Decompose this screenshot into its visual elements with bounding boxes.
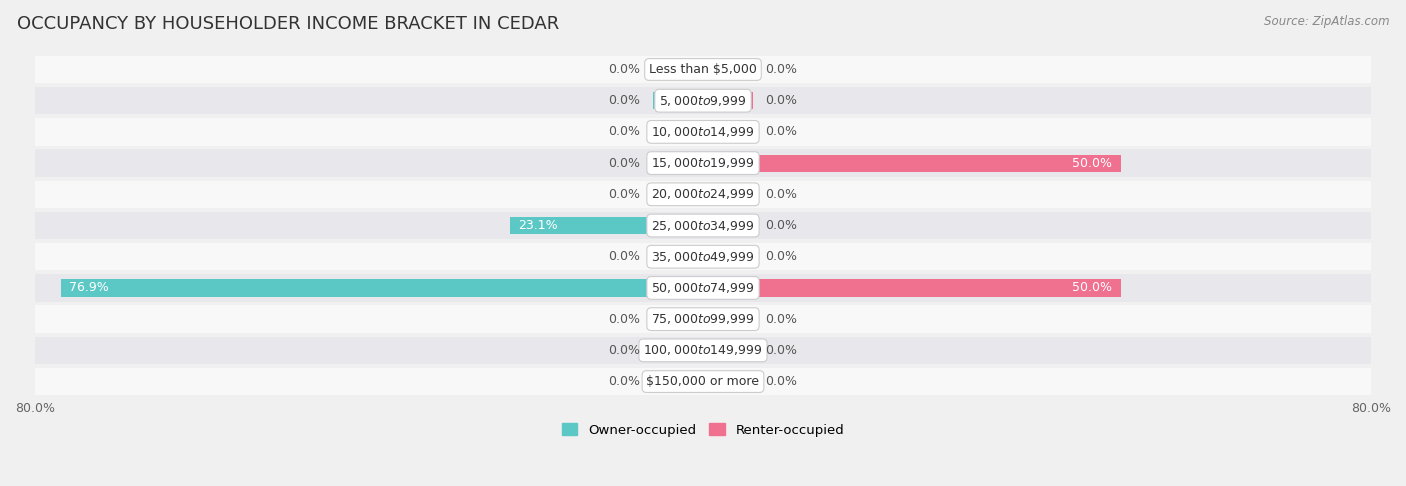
Bar [35,337,1371,364]
Bar [703,342,754,359]
Bar [35,305,1371,333]
Text: 0.0%: 0.0% [766,250,797,263]
Text: 0.0%: 0.0% [609,312,640,326]
Bar [703,186,754,203]
Text: 76.9%: 76.9% [69,281,110,295]
Text: 50.0%: 50.0% [1073,281,1112,295]
Text: 0.0%: 0.0% [609,63,640,76]
Text: 50.0%: 50.0% [1073,156,1112,170]
Text: $50,000 to $74,999: $50,000 to $74,999 [651,281,755,295]
Text: $5,000 to $9,999: $5,000 to $9,999 [659,94,747,108]
Text: $150,000 or more: $150,000 or more [647,375,759,388]
Bar [703,155,1121,172]
Bar [652,248,703,265]
Text: 0.0%: 0.0% [766,125,797,139]
Bar [703,311,754,328]
Bar [652,155,703,172]
Bar [703,373,754,390]
Bar [703,248,754,265]
Text: 0.0%: 0.0% [766,219,797,232]
Bar [35,243,1371,271]
Bar [703,217,754,234]
Bar [652,373,703,390]
Text: 0.0%: 0.0% [766,94,797,107]
Bar [703,92,754,109]
Bar [35,368,1371,395]
Text: 0.0%: 0.0% [609,94,640,107]
Bar [652,123,703,140]
Bar [703,123,754,140]
Bar [510,217,703,234]
Bar [60,279,703,296]
Bar [35,87,1371,114]
Text: Source: ZipAtlas.com: Source: ZipAtlas.com [1264,15,1389,28]
Text: 0.0%: 0.0% [609,125,640,139]
Text: 0.0%: 0.0% [766,312,797,326]
Text: 0.0%: 0.0% [609,375,640,388]
Bar [35,118,1371,146]
Legend: Owner-occupied, Renter-occupied: Owner-occupied, Renter-occupied [557,418,849,442]
Text: 0.0%: 0.0% [766,375,797,388]
Bar [703,279,1121,296]
Text: 0.0%: 0.0% [766,344,797,357]
Text: 0.0%: 0.0% [609,156,640,170]
Bar [652,92,703,109]
Text: $10,000 to $14,999: $10,000 to $14,999 [651,125,755,139]
Text: $75,000 to $99,999: $75,000 to $99,999 [651,312,755,326]
Bar [35,149,1371,177]
Text: 23.1%: 23.1% [519,219,558,232]
Bar [652,342,703,359]
Text: $25,000 to $34,999: $25,000 to $34,999 [651,219,755,232]
Text: Less than $5,000: Less than $5,000 [650,63,756,76]
Bar [35,181,1371,208]
Text: $35,000 to $49,999: $35,000 to $49,999 [651,250,755,264]
Bar [652,311,703,328]
Text: $15,000 to $19,999: $15,000 to $19,999 [651,156,755,170]
Text: 0.0%: 0.0% [609,250,640,263]
Bar [35,56,1371,83]
Bar [652,186,703,203]
Bar [35,274,1371,302]
Text: 0.0%: 0.0% [609,188,640,201]
Bar [35,212,1371,239]
Text: $100,000 to $149,999: $100,000 to $149,999 [644,343,762,357]
Text: 0.0%: 0.0% [766,63,797,76]
Text: OCCUPANCY BY HOUSEHOLDER INCOME BRACKET IN CEDAR: OCCUPANCY BY HOUSEHOLDER INCOME BRACKET … [17,15,560,33]
Text: 0.0%: 0.0% [766,188,797,201]
Text: $20,000 to $24,999: $20,000 to $24,999 [651,187,755,201]
Text: 0.0%: 0.0% [609,344,640,357]
Bar [703,61,754,78]
Bar [652,61,703,78]
